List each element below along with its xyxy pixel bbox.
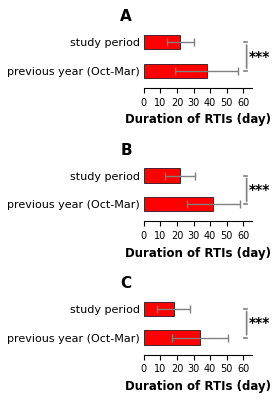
Text: A: A bbox=[120, 9, 132, 24]
Bar bbox=[144, 64, 207, 78]
Bar bbox=[144, 197, 213, 212]
Text: C: C bbox=[120, 276, 131, 291]
Bar bbox=[144, 168, 180, 183]
Text: B: B bbox=[120, 143, 132, 158]
X-axis label: Duration of RTIs (day): Duration of RTIs (day) bbox=[125, 113, 271, 126]
Bar bbox=[144, 302, 174, 316]
Text: ***: *** bbox=[249, 183, 271, 197]
Text: ***: *** bbox=[249, 50, 271, 64]
Text: ***: *** bbox=[249, 316, 271, 330]
X-axis label: Duration of RTIs (day): Duration of RTIs (day) bbox=[125, 380, 271, 393]
Bar bbox=[144, 330, 200, 345]
Bar bbox=[144, 35, 180, 49]
X-axis label: Duration of RTIs (day): Duration of RTIs (day) bbox=[125, 247, 271, 260]
